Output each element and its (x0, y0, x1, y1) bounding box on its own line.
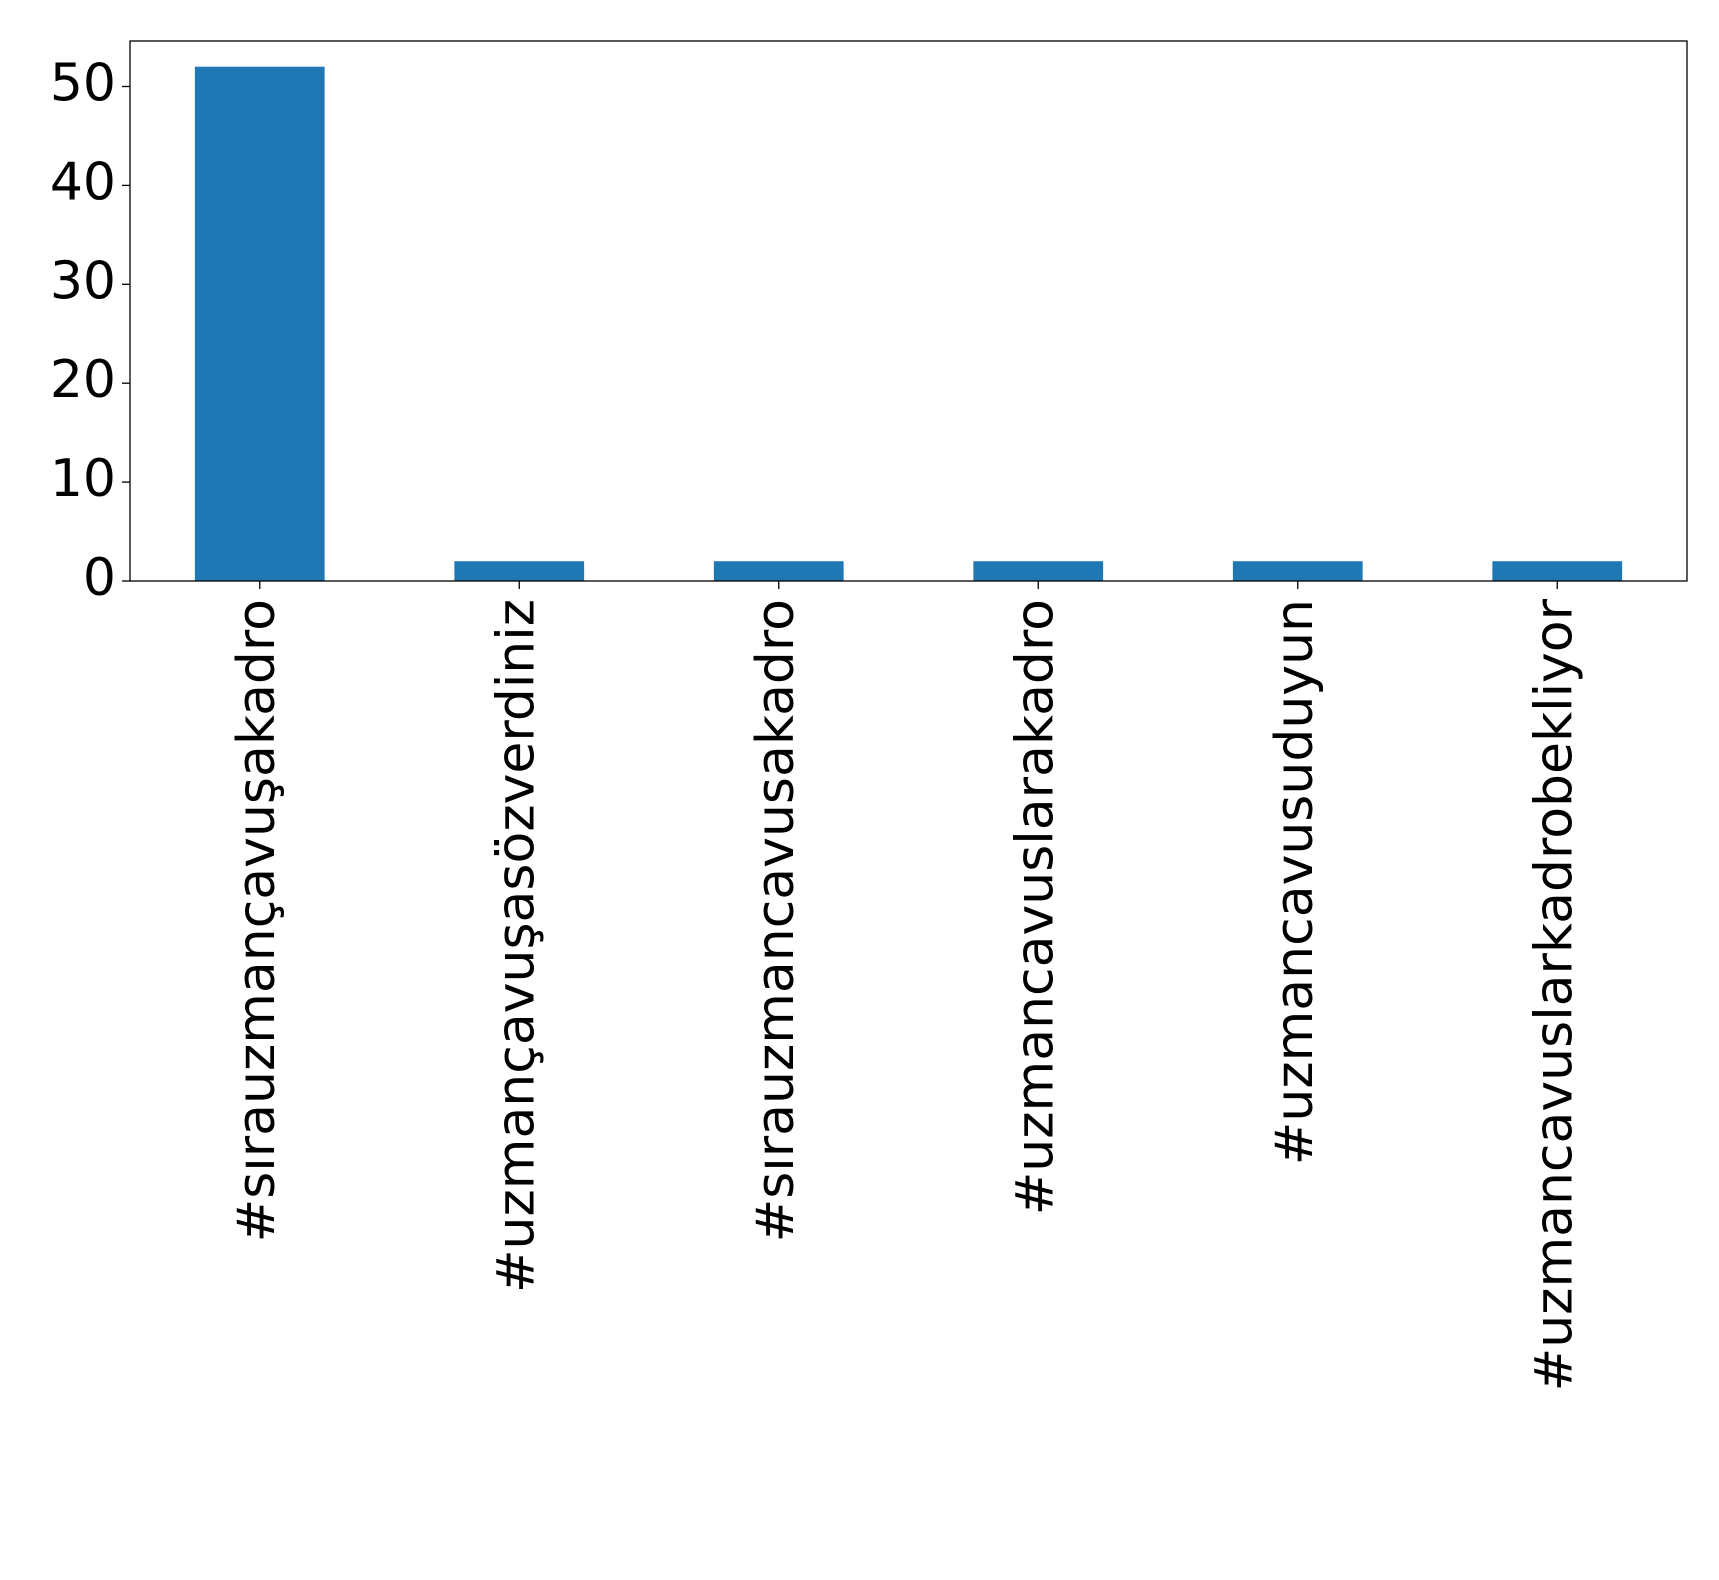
x-tick-label: #sırauzmançavuşakadro (227, 599, 287, 1242)
plot-frame (129, 40, 1688, 582)
y-tick-label: 50 (50, 53, 116, 113)
bar (194, 66, 325, 581)
bar (454, 561, 585, 581)
x-tick-label: #sırauzmancavusakadro (746, 599, 806, 1242)
y-tick-label: 10 (50, 449, 116, 509)
x-tick-label: #uzmancavuslarkadrobekliyor (1524, 598, 1584, 1391)
bar (973, 561, 1104, 581)
x-tick-label: #uzmancavuslarakadro (1005, 599, 1065, 1215)
bar (1232, 561, 1363, 581)
y-tick-label: 40 (50, 152, 116, 212)
bar (1492, 561, 1623, 581)
bar (713, 561, 844, 581)
x-tick-label: #uzmancavusuduyun (1265, 599, 1325, 1165)
y-tick-label: 20 (50, 350, 116, 410)
x-tick-label: #uzmançavuşasözverdiniz (486, 599, 546, 1293)
y-tick-label: 30 (50, 251, 116, 311)
y-tick-label: 0 (83, 548, 116, 608)
